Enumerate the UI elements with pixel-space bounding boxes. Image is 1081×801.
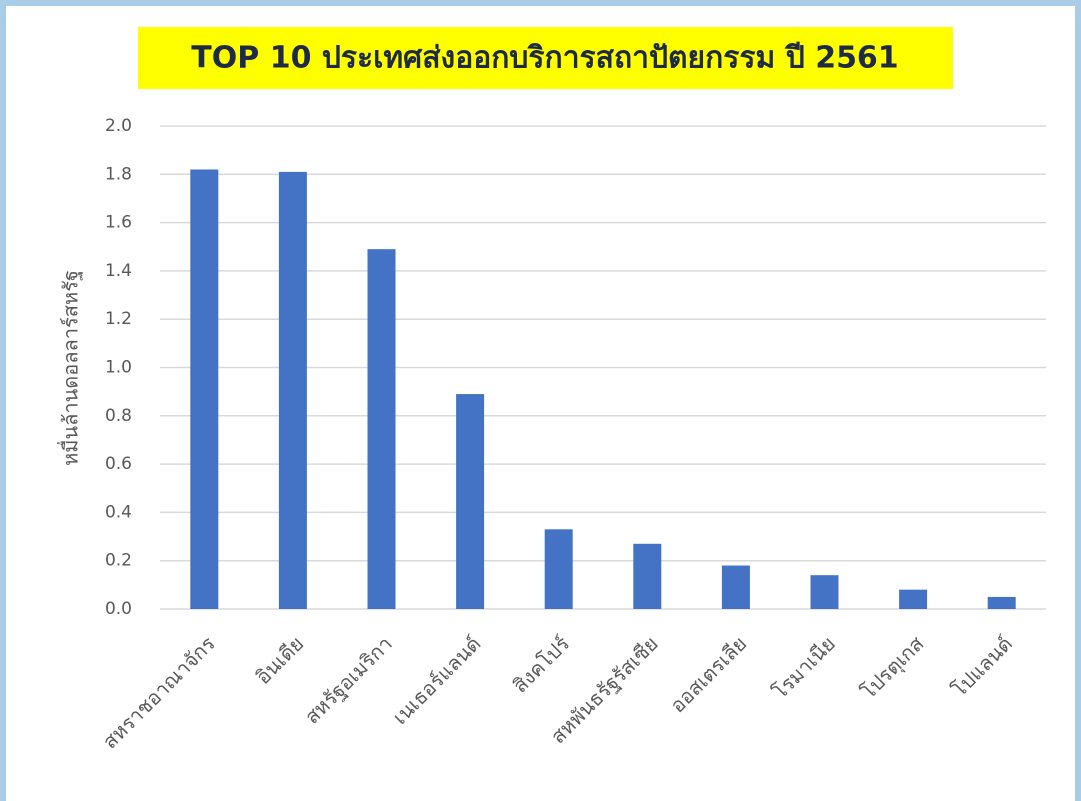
bar [544,529,573,609]
y-tick-label: 1.8 [105,164,132,184]
y-tick-label: 1.2 [105,309,132,329]
y-tick-label: 0.8 [105,406,132,426]
y-tick-label: 1.6 [105,213,132,233]
chart-background [6,6,1075,801]
y-axis-label: หมื่นล้านดอลลาร์สหรัฐ [57,270,83,466]
bar [810,575,839,609]
y-tick-label: 0.0 [105,599,132,619]
bar [456,394,485,609]
bar [633,543,662,609]
bar [987,596,1016,609]
bar [190,169,219,609]
y-tick-label: 1.0 [105,358,132,378]
y-tick-label: 0.2 [105,551,132,571]
y-tick-label: 0.4 [105,502,132,522]
y-tick-label: 2.0 [105,116,132,136]
bar [721,565,750,609]
y-tick-label: 0.6 [105,454,132,474]
bar [899,589,928,609]
bar [367,249,396,610]
bar [278,171,307,609]
title-box [138,27,953,89]
chart-title: TOP 10 ประเทศส่งออกบริการสถาปัตยกรรม ปี … [191,41,898,76]
y-tick-label: 1.4 [105,261,132,281]
